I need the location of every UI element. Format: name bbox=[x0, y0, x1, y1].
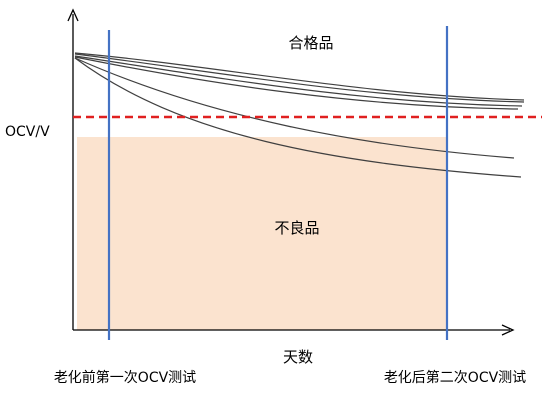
first-test-label: 老化前第一次OCV测试 bbox=[54, 369, 196, 386]
y-axis-arrow bbox=[67, 8, 79, 22]
ocv-curve bbox=[74, 52, 525, 101]
ocv-curve bbox=[74, 56, 519, 110]
ocv-curve bbox=[74, 55, 523, 107]
ocv-curve bbox=[74, 57, 522, 178]
x-axis-arrow bbox=[501, 324, 515, 336]
ocv-curve bbox=[74, 57, 515, 159]
axes bbox=[67, 8, 515, 336]
good-region-label: 合格品 bbox=[288, 34, 333, 52]
bad-region bbox=[77, 137, 446, 330]
ocv-curves bbox=[74, 52, 525, 178]
x-axis-label: 天数 bbox=[283, 348, 313, 366]
y-axis-label: OCV/V bbox=[5, 124, 50, 140]
second-test-label: 老化后第二次OCV测试 bbox=[384, 369, 526, 386]
bad-region-label: 不良品 bbox=[274, 219, 319, 237]
ocv-curve bbox=[74, 53, 525, 103]
